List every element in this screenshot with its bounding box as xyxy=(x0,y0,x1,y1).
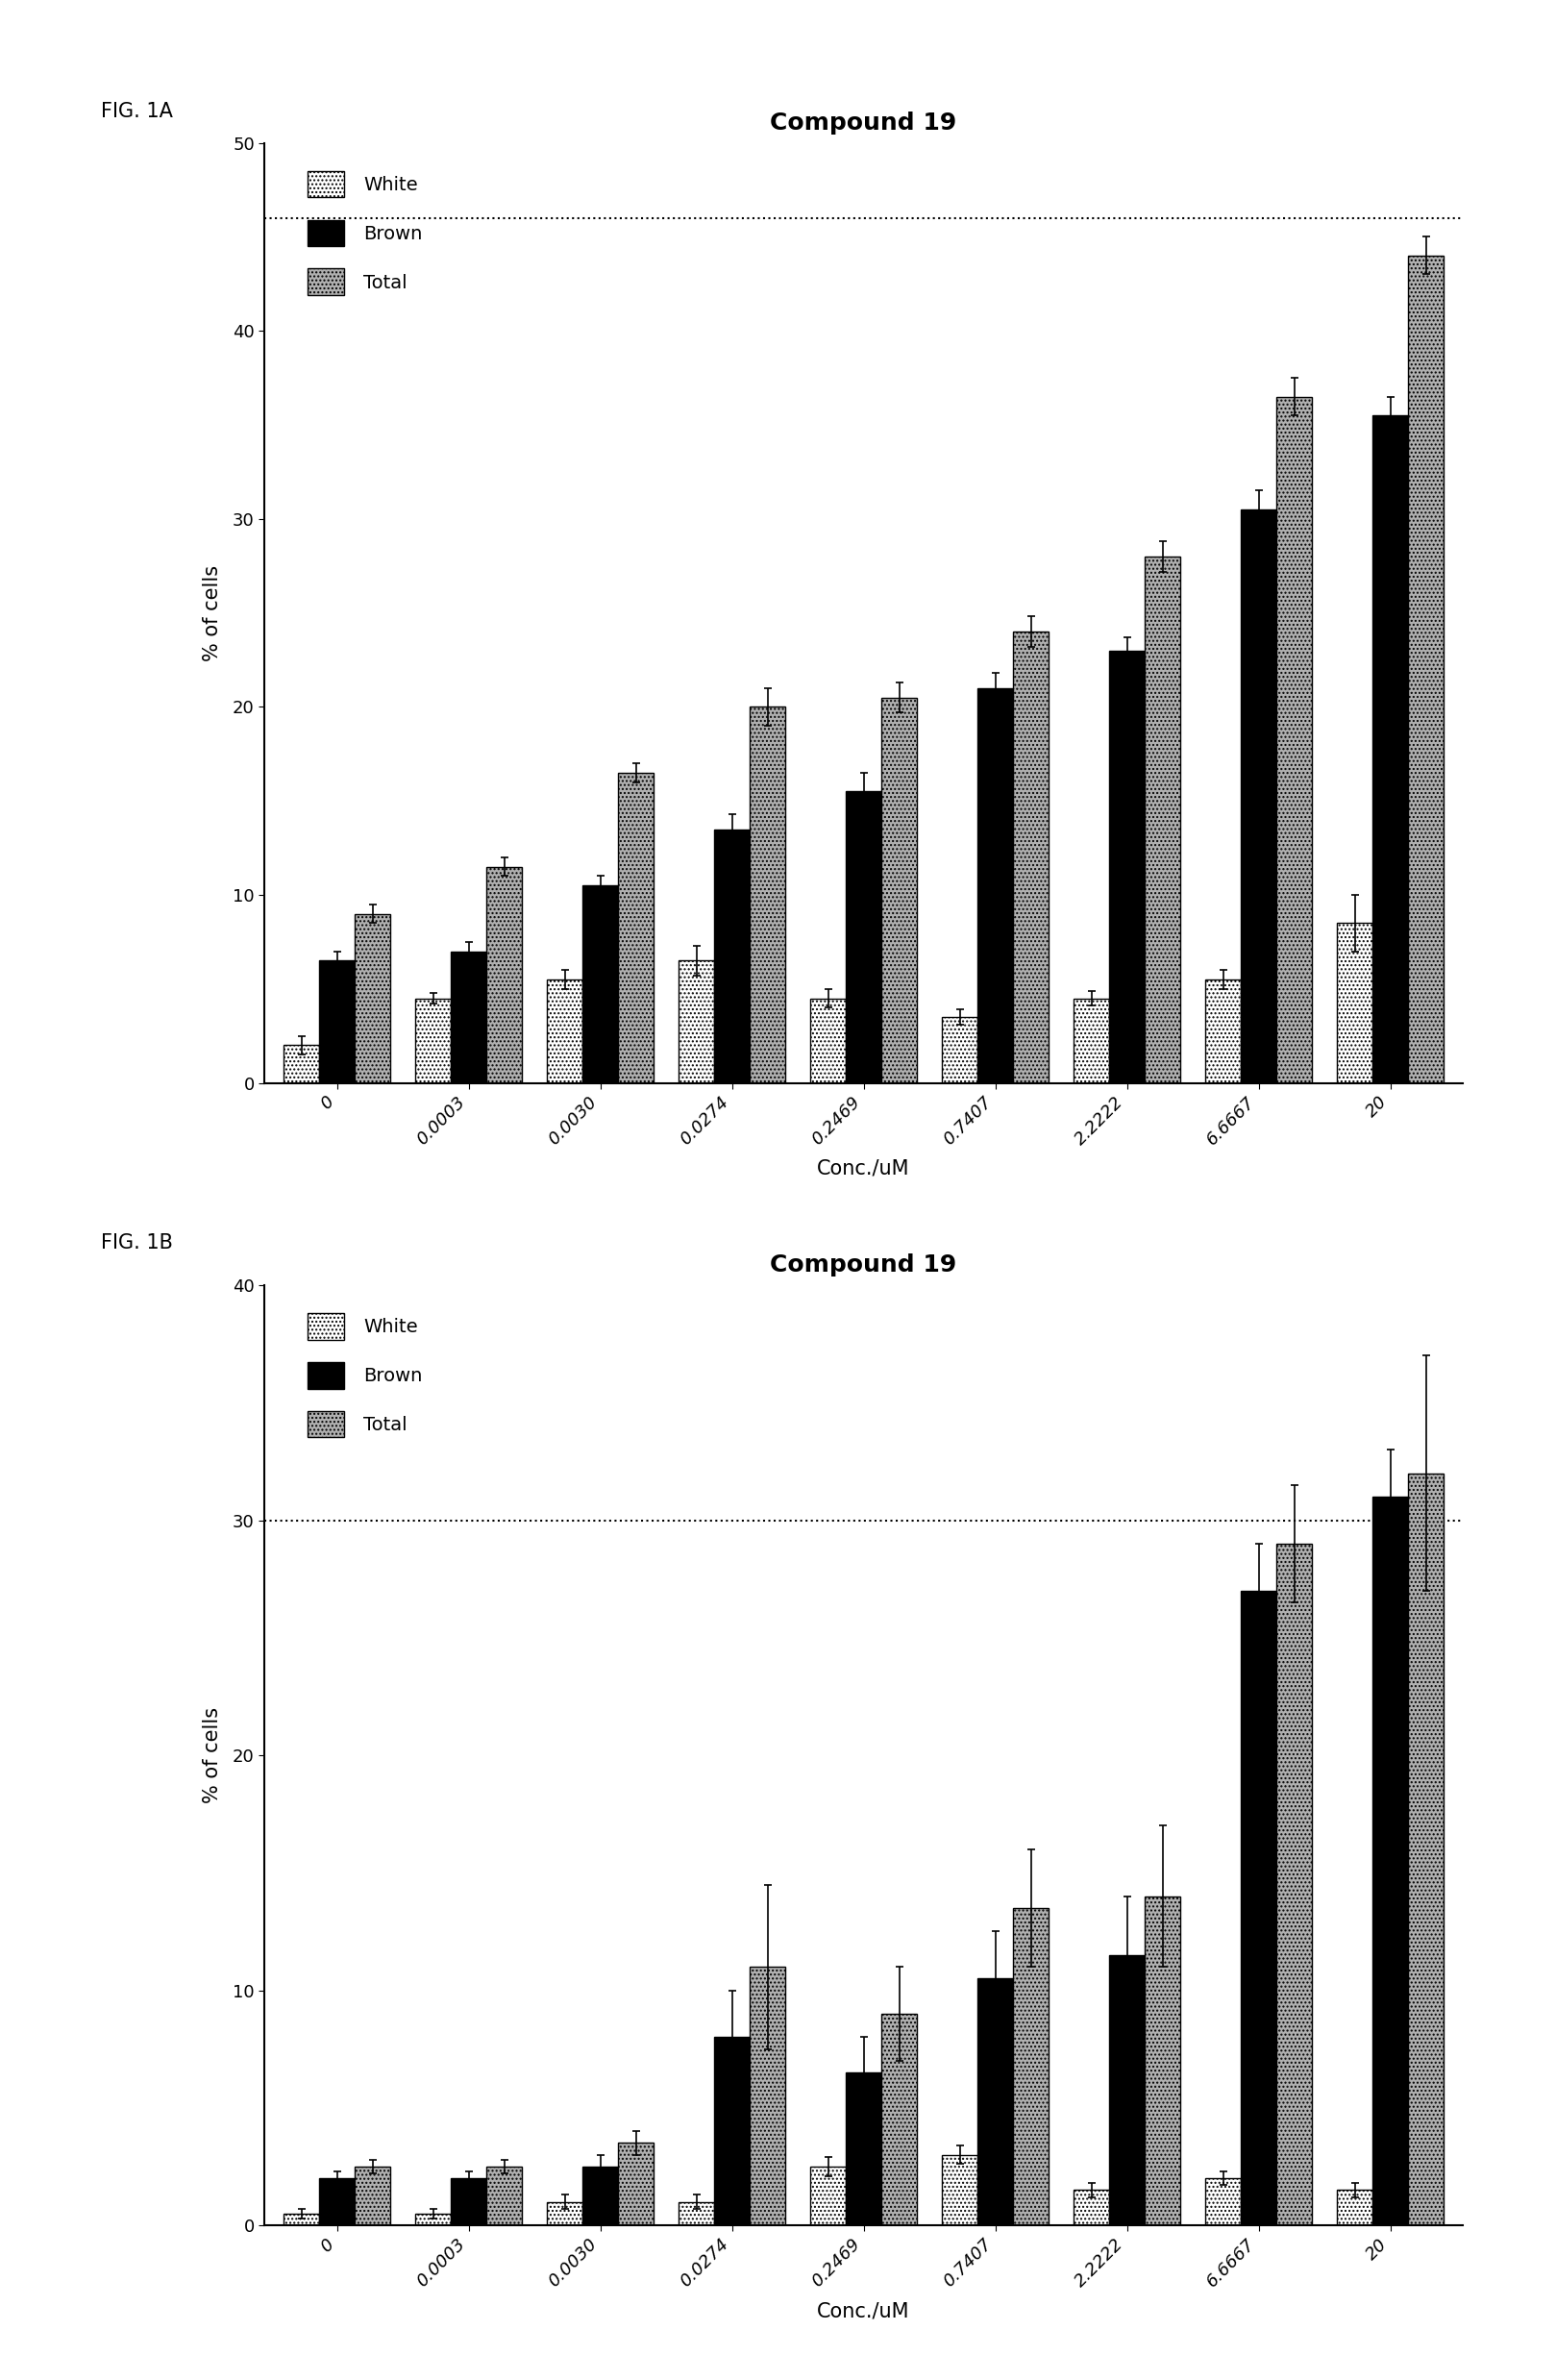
Bar xyxy=(714,828,750,1083)
Bar xyxy=(487,866,521,1083)
Bar xyxy=(1074,997,1109,1083)
Title: Compound 19: Compound 19 xyxy=(770,1254,957,1276)
Bar xyxy=(319,962,355,1083)
Bar xyxy=(881,697,916,1083)
Bar xyxy=(1013,1909,1049,2225)
Text: FIG. 1B: FIG. 1B xyxy=(101,1233,173,1252)
Bar xyxy=(451,2178,487,2225)
Bar xyxy=(618,774,654,1083)
Bar xyxy=(750,707,786,1083)
X-axis label: Conc./uM: Conc./uM xyxy=(817,1159,910,1178)
Bar xyxy=(1074,2190,1109,2225)
Bar xyxy=(881,2013,916,2225)
X-axis label: Conc./uM: Conc./uM xyxy=(817,2301,910,2320)
Bar xyxy=(415,997,451,1083)
Bar xyxy=(750,1966,786,2225)
Bar xyxy=(811,997,846,1083)
Bar xyxy=(1408,1473,1444,2225)
Y-axis label: % of cells: % of cells xyxy=(202,1706,223,1804)
Bar xyxy=(1109,1954,1145,2225)
Bar xyxy=(487,2166,521,2225)
Bar xyxy=(1276,1545,1312,2225)
Bar xyxy=(582,2166,618,2225)
Bar xyxy=(1337,2190,1372,2225)
Bar xyxy=(1013,631,1049,1083)
Bar xyxy=(977,688,1013,1083)
Bar xyxy=(1372,416,1408,1083)
Bar xyxy=(846,2073,881,2225)
Bar xyxy=(283,2213,319,2225)
Bar xyxy=(1372,1497,1408,2225)
Legend: White, Brown, Total: White, Brown, Total xyxy=(297,162,431,305)
Bar xyxy=(678,962,714,1083)
Y-axis label: % of cells: % of cells xyxy=(202,564,223,662)
Bar xyxy=(678,2202,714,2225)
Bar xyxy=(1206,2178,1240,2225)
Bar xyxy=(846,793,881,1083)
Legend: White, Brown, Total: White, Brown, Total xyxy=(297,1304,431,1447)
Bar xyxy=(1408,255,1444,1083)
Bar xyxy=(811,2166,846,2225)
Bar xyxy=(548,2202,582,2225)
Bar xyxy=(1337,923,1372,1083)
Bar xyxy=(1145,557,1179,1083)
Bar xyxy=(451,952,487,1083)
Bar xyxy=(1276,397,1312,1083)
Bar xyxy=(1206,981,1240,1083)
Bar xyxy=(355,2166,391,2225)
Bar xyxy=(1240,1590,1276,2225)
Title: Compound 19: Compound 19 xyxy=(770,112,957,133)
Bar xyxy=(618,2142,654,2225)
Bar xyxy=(1109,650,1145,1083)
Bar xyxy=(941,1016,977,1083)
Bar xyxy=(283,1045,319,1083)
Text: FIG. 1A: FIG. 1A xyxy=(101,102,173,121)
Bar xyxy=(355,914,391,1083)
Bar xyxy=(977,1978,1013,2225)
Bar xyxy=(319,2178,355,2225)
Bar xyxy=(714,2037,750,2225)
Bar xyxy=(1145,1897,1179,2225)
Bar xyxy=(548,981,582,1083)
Bar xyxy=(415,2213,451,2225)
Bar xyxy=(941,2154,977,2225)
Bar xyxy=(582,885,618,1083)
Bar xyxy=(1240,509,1276,1083)
